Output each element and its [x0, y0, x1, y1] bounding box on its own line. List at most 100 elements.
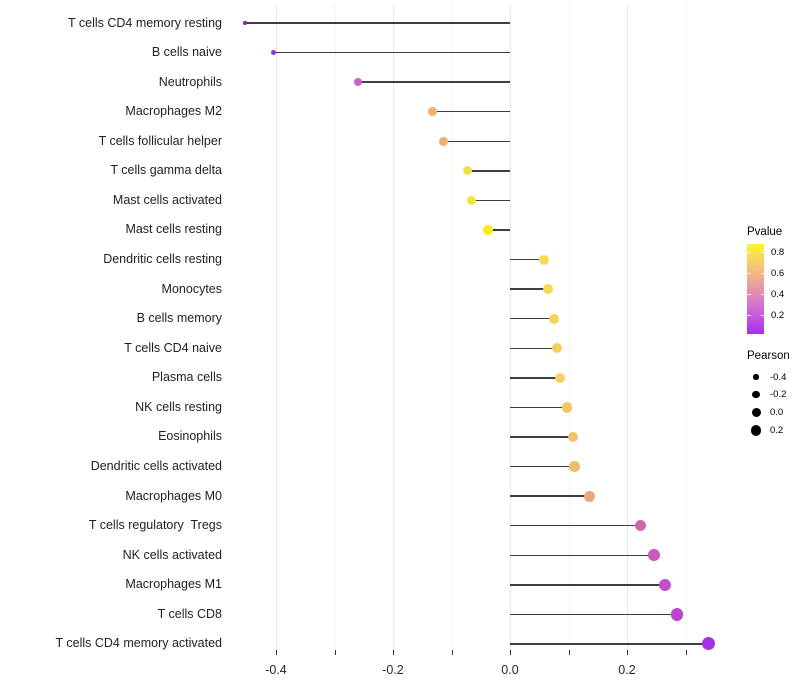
stem-line: [510, 524, 641, 527]
grid-line-minor: [451, 4, 453, 650]
data-point: [701, 637, 715, 651]
x-axis-tick: [393, 650, 394, 655]
y-axis-label: Macrophages M1: [125, 577, 222, 592]
data-point: [634, 520, 647, 532]
colorbar-tick-mark: [760, 252, 764, 254]
stem-line: [510, 495, 590, 497]
pearson-legend-title: Pearson: [747, 350, 790, 362]
data-point: [270, 49, 277, 56]
y-axis-label: Mast cells activated: [112, 192, 222, 207]
x-axis-tick: [510, 650, 511, 655]
x-tick-label: -0.2: [382, 663, 404, 677]
y-axis-label: NK cells resting: [135, 399, 222, 414]
data-point: [463, 166, 473, 176]
stem-line: [510, 288, 549, 290]
y-axis-label: NK cells activated: [122, 547, 222, 562]
y-axis-label: Eosinophils: [158, 429, 222, 444]
grid-line-minor: [685, 4, 687, 650]
size-legend-dot: [750, 425, 762, 436]
stem-line: [510, 258, 544, 261]
data-point: [551, 343, 562, 354]
y-axis-label: B cells naive: [151, 45, 222, 60]
data-point: [555, 372, 566, 383]
x-tick-label: -0.4: [265, 663, 287, 677]
grid-line-minor: [334, 4, 336, 650]
stem-line: [510, 643, 709, 645]
size-legend-label: -0.4: [770, 371, 787, 383]
y-axis-label: T cells regulatory Tregs: [88, 518, 222, 533]
x-axis-tick: [276, 650, 277, 655]
data-point: [659, 578, 672, 591]
stem-line: [510, 436, 574, 438]
y-axis-label: Mast cells resting: [125, 222, 222, 237]
stem-line: [510, 347, 557, 350]
size-legend-dot: [753, 374, 759, 380]
y-axis-label: T cells CD4 memory resting: [68, 15, 222, 30]
grid-line-major: [627, 4, 628, 650]
colorbar-tick-mark: [760, 273, 764, 275]
data-point: [466, 195, 476, 205]
data-point: [538, 254, 549, 265]
stem-line: [510, 554, 654, 557]
grid-line-minor: [568, 4, 570, 650]
colorbar-tick-label: 0.4: [771, 288, 785, 300]
colorbar-tick-mark: [747, 315, 751, 316]
size-legend-label: -0.2: [770, 389, 787, 401]
stem-line: [510, 613, 677, 616]
y-axis-label: Neutrophils: [158, 74, 222, 89]
stem-line: [471, 199, 510, 202]
y-axis-label: T cells CD4 naive: [124, 340, 222, 355]
data-point: [543, 284, 554, 295]
colorbar-tick-mark: [747, 294, 751, 296]
y-axis-label: T cells gamma delta: [110, 163, 222, 178]
data-point: [648, 549, 660, 562]
data-point: [548, 313, 559, 324]
stem-line: [273, 51, 510, 54]
y-axis-label: T cells follicular helper: [98, 133, 222, 148]
x-axis-tick: [334, 650, 336, 655]
pvalue-colorbar: [747, 244, 764, 334]
y-axis-label: Plasma cells: [151, 370, 222, 385]
x-tick-label: 0.0: [501, 663, 519, 677]
data-point: [568, 461, 580, 472]
x-axis-tick: [627, 650, 628, 655]
y-axis-label: T cells CD8: [157, 606, 222, 621]
stem-line: [357, 81, 510, 83]
plot-panel: [228, 4, 738, 651]
stem-line: [244, 22, 510, 24]
stem-line: [487, 229, 510, 231]
colorbar-tick-mark: [747, 252, 751, 254]
data-point: [428, 107, 438, 116]
colorbar-tick-label: 0.6: [771, 267, 785, 279]
data-point: [567, 431, 579, 443]
colorbar-tick-mark: [760, 294, 764, 296]
stem-line: [443, 140, 510, 143]
colorbar-tick-mark: [760, 315, 764, 316]
x-tick-label: 0.2: [618, 663, 636, 677]
data-point: [482, 225, 493, 235]
y-axis-label: Macrophages M0: [125, 488, 222, 503]
grid-line-major: [276, 4, 277, 650]
y-axis-label: Dendritic cells activated: [90, 459, 222, 474]
stem-line: [510, 377, 561, 379]
size-legend-label: 0.2: [770, 424, 784, 436]
y-axis-label: B cells memory: [136, 311, 222, 326]
stem-line: [467, 170, 510, 172]
colorbar-tick-mark: [747, 273, 751, 275]
stem-line: [510, 317, 554, 320]
size-legend-dot: [752, 391, 760, 399]
x-axis-tick: [685, 650, 687, 655]
stem-line: [432, 110, 510, 113]
grid-line-major: [510, 4, 511, 650]
size-legend-dot: [751, 408, 761, 418]
data-point: [584, 490, 596, 502]
y-axis-label: Monocytes: [161, 281, 222, 296]
data-point: [561, 402, 572, 413]
y-axis-label: T cells CD4 memory activated: [55, 636, 223, 651]
colorbar-tick-label: 0.8: [771, 246, 785, 258]
grid-line-major: [393, 4, 394, 650]
data-point: [670, 608, 683, 621]
x-axis-tick: [451, 650, 453, 655]
x-axis-tick: [568, 650, 570, 655]
